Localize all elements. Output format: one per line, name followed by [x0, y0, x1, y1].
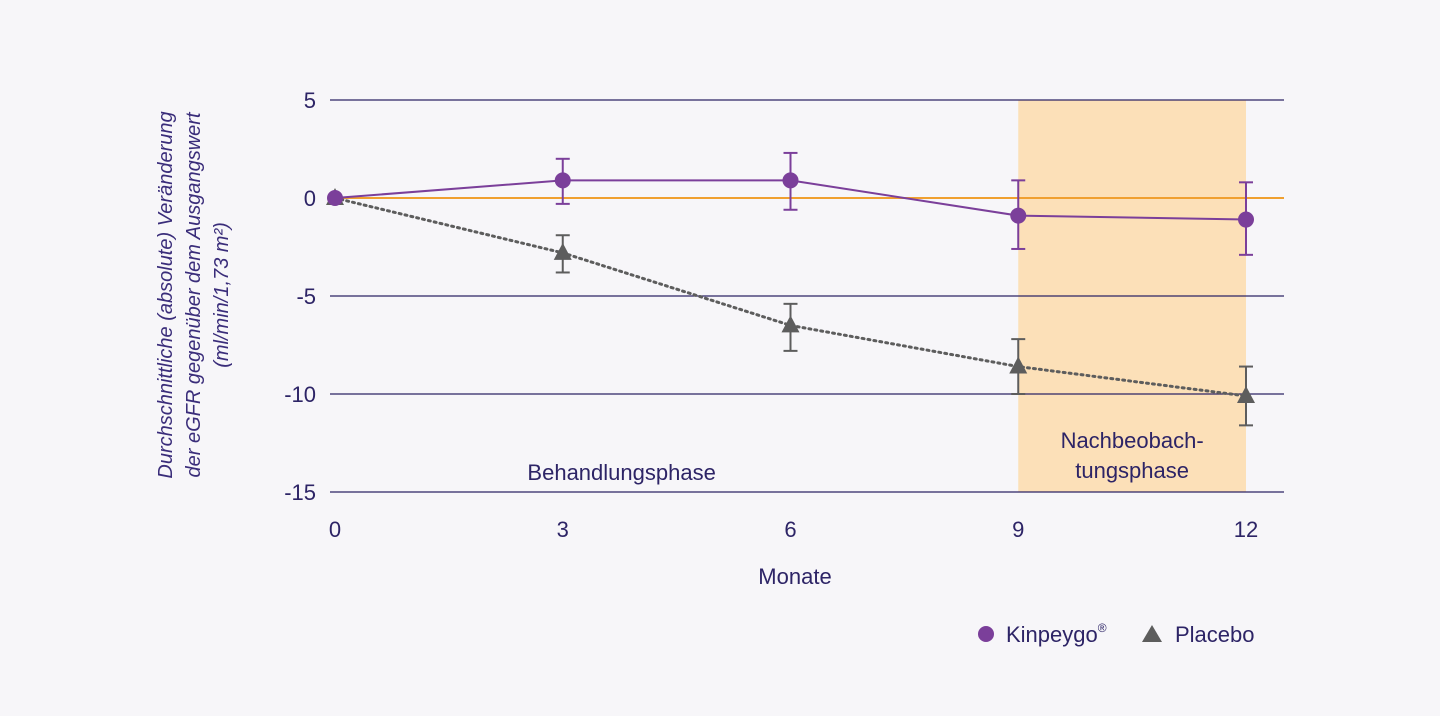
x-tick-label-1: 3 — [557, 517, 569, 542]
phase-label-0-0: Behandlungsphase — [527, 460, 715, 485]
legend-kinpeygo-marker — [978, 626, 994, 642]
y-axis-label-line-2: der eGFR gegenüber dem Ausgangswert — [183, 111, 205, 477]
y-tick-label-1: 0 — [304, 186, 316, 211]
x-axis-label: Monate — [758, 564, 831, 589]
x-tick-label-2: 6 — [784, 517, 796, 542]
legend: Kinpeygo® Placebo — [978, 621, 1255, 647]
y-tick-label-2: -5 — [296, 284, 316, 309]
legend-kinpeygo-registered: ® — [1098, 621, 1107, 635]
point-placebo-4 — [1237, 385, 1255, 403]
legend-kinpeygo-label: Kinpeygo® — [1006, 621, 1107, 647]
legend-placebo-marker — [1142, 625, 1162, 642]
labels-layer: Monate Durchschnittliche (absolute) Verä… — [155, 111, 832, 589]
y-axis-label-line-3: (ml/min/1,73 m²) — [211, 222, 233, 368]
phase-label-1-1: tungsphase — [1075, 458, 1189, 483]
point-kinpeygo-0 — [327, 190, 343, 206]
y-tick-label-0: 5 — [304, 88, 316, 113]
y-axis-label: Durchschnittliche (absolute) Veränderung… — [155, 111, 233, 479]
point-kinpeygo-4 — [1238, 211, 1254, 228]
series-layer — [326, 151, 1255, 427]
x-tick-label-4: 12 — [1234, 517, 1258, 542]
legend-placebo-label: Placebo — [1175, 622, 1255, 647]
point-kinpeygo-2 — [782, 172, 799, 189]
point-kinpeygo-3 — [1010, 207, 1027, 224]
point-placebo-1 — [553, 242, 572, 260]
tick-labels-layer: 5 0 -5 -10 -15 0 3 6 9 12 — [284, 88, 1258, 542]
y-axis-label-line-1: Durchschnittliche (absolute) Veränderung — [155, 111, 177, 478]
point-placebo-2 — [781, 315, 800, 333]
point-kinpeygo-1 — [554, 172, 571, 189]
gridlines-layer — [330, 99, 1284, 493]
phase-label-1-0: Nachbeobach- — [1061, 428, 1204, 453]
y-tick-label-3: -10 — [284, 382, 316, 407]
y-tick-label-4: -15 — [284, 480, 316, 505]
x-tick-label-3: 9 — [1012, 517, 1024, 542]
point-placebo-3 — [1009, 356, 1028, 374]
x-tick-label-0: 0 — [329, 517, 341, 542]
